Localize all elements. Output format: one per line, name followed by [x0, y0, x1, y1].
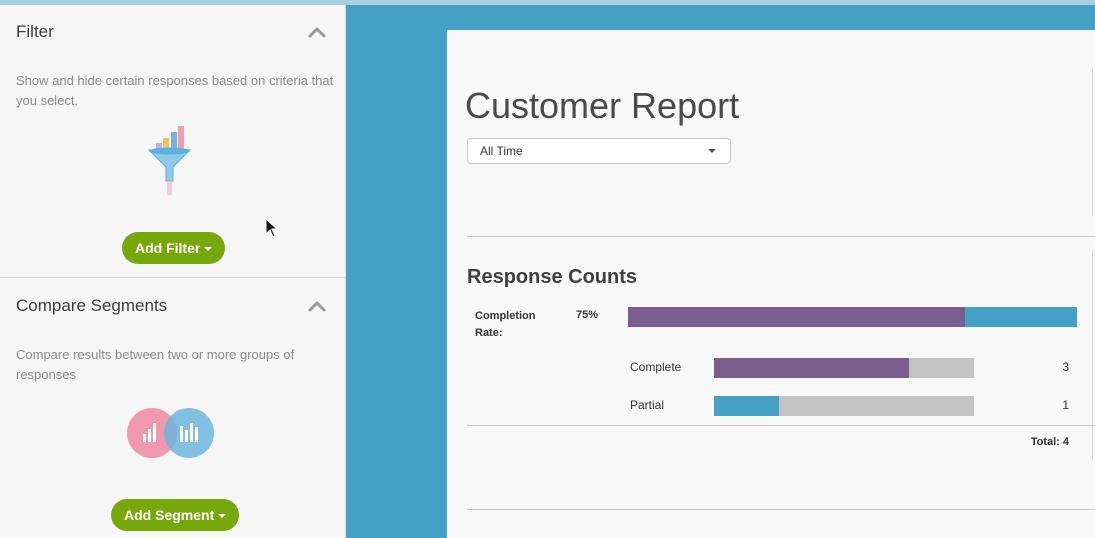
- divider: [1092, 250, 1093, 460]
- report-card: Customer Report All Time Response Counts…: [447, 30, 1095, 538]
- completion-rate-label: Completion Rate:: [475, 310, 536, 339]
- section-title: Response Counts: [467, 266, 638, 288]
- funnel-chart-icon: [147, 126, 192, 195]
- add-segment-button[interactable]: Add Segment: [111, 499, 240, 531]
- mouse-cursor-icon: [265, 218, 279, 238]
- sidebar: Filter Show and hide certain responses b…: [0, 5, 346, 538]
- report-title: Customer Report: [465, 85, 740, 126]
- add-filter-label: Add Filter: [135, 240, 201, 256]
- filter-panel-title: Filter: [16, 22, 54, 41]
- total-count: Total: 4: [1030, 436, 1069, 448]
- time-range-value: All Time: [480, 144, 523, 158]
- completion-rate-value: 75%: [576, 309, 599, 321]
- chevron-up-icon[interactable]: [308, 300, 326, 312]
- divider: [467, 425, 1095, 426]
- caret-down-icon: [708, 149, 716, 153]
- complete-count: 3: [1062, 360, 1069, 374]
- complete-label: Complete: [630, 360, 682, 374]
- filter-panel: Filter Show and hide certain responses b…: [0, 5, 346, 278]
- chevron-up-icon[interactable]: [308, 26, 326, 38]
- completion-rate-fill: [628, 307, 965, 327]
- divider: [467, 236, 1095, 237]
- partial-bar-fill: [714, 396, 779, 416]
- filter-description: Show and hide certain responses based on…: [16, 73, 334, 108]
- partial-label: Partial: [630, 398, 665, 412]
- venn-segments-icon: [127, 408, 214, 458]
- complete-bar-fill: [714, 358, 909, 378]
- complete-bar: [714, 358, 974, 378]
- compare-segments-panel: Compare Segments Compare results between…: [0, 279, 346, 538]
- add-segment-label: Add Segment: [124, 507, 215, 523]
- partial-count: 1: [1062, 398, 1069, 412]
- time-range-select[interactable]: All Time: [467, 138, 731, 164]
- compare-description: Compare results between two or more grou…: [16, 347, 295, 382]
- divider: [467, 509, 1095, 510]
- divider: [1092, 68, 1093, 216]
- caret-down-icon: [204, 247, 213, 252]
- partial-bar: [714, 396, 974, 416]
- compare-panel-title: Compare Segments: [16, 296, 168, 315]
- caret-down-icon: [218, 514, 227, 519]
- completion-rate-bar: [628, 307, 1077, 327]
- top-strip: [0, 0, 1095, 5]
- add-filter-button[interactable]: Add Filter: [122, 232, 226, 264]
